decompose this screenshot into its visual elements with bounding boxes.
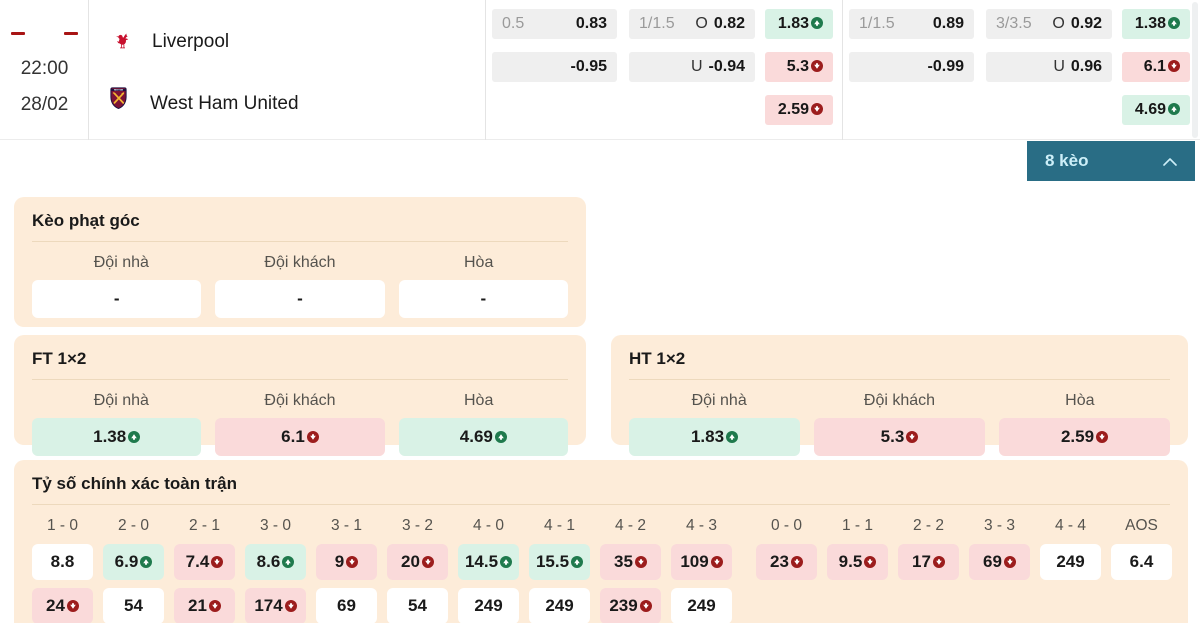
svg-text:WEST HAM: WEST HAM: [114, 88, 124, 91]
